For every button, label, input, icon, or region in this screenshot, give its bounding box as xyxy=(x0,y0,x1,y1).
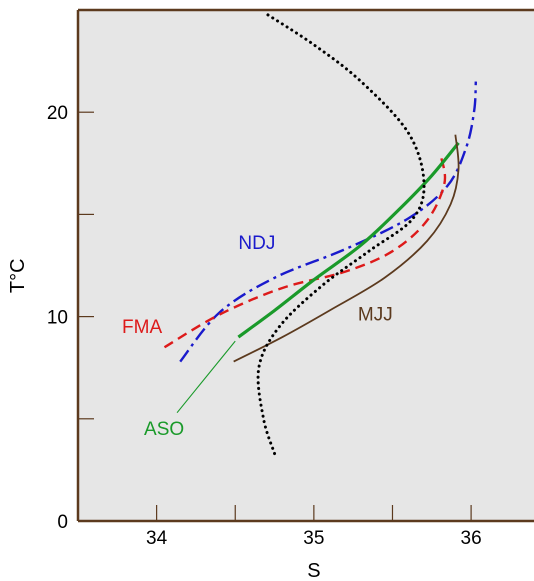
y-tick-label: 0 xyxy=(57,512,68,533)
y-tick-label: 10 xyxy=(47,308,68,329)
series-line-ndj xyxy=(179,81,478,363)
series-layer xyxy=(163,12,478,456)
series-label-aso: ASO xyxy=(144,419,184,440)
x-tick-label: 35 xyxy=(303,528,324,549)
x-tick-label: 36 xyxy=(461,528,482,549)
series-labels: NDJ FMA MJJ ASO xyxy=(122,233,393,440)
series-label-fma: FMA xyxy=(122,317,162,338)
series-line-mjj xyxy=(233,134,460,363)
x-tick-label: 34 xyxy=(146,528,168,549)
axis-ticks: 34 35 36 0 10 20 xyxy=(47,103,482,549)
series-label-mjj: MJJ xyxy=(358,305,393,326)
y-axis-label: T°C xyxy=(7,258,29,293)
series-line-dotted-profile xyxy=(256,12,426,456)
series-line-fma xyxy=(163,156,447,349)
series-line-aso xyxy=(237,141,460,339)
series-label-ndj: NDJ xyxy=(238,233,275,254)
y-tick-label: 20 xyxy=(47,103,68,124)
leader-line-aso xyxy=(176,340,236,414)
x-axis-label: S xyxy=(307,560,320,581)
